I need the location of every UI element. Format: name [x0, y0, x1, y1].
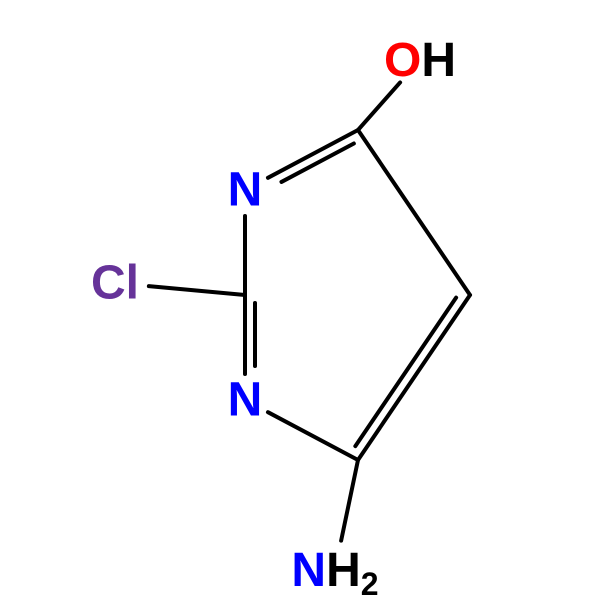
- b-c6-oh: [358, 82, 400, 130]
- atom-nh2: NH2: [291, 544, 378, 600]
- atom-n3: N: [228, 374, 263, 427]
- b-n3-c4: [268, 412, 358, 460]
- atom-cl: Cl: [91, 257, 139, 310]
- atom-labels-group: N N Cl OH NH2: [91, 34, 456, 600]
- atom-oh: OH: [384, 34, 456, 87]
- b-c4-nh2: [341, 460, 358, 541]
- b-c4-c5: [358, 295, 470, 460]
- atom-n1: N: [228, 164, 263, 217]
- b-c6-n1: [268, 130, 358, 178]
- b-c4-c5-inner: [355, 298, 456, 446]
- b-c5-c6: [358, 130, 470, 295]
- bonds-group: [149, 82, 470, 540]
- molecule-diagram: N N Cl OH NH2: [0, 0, 600, 600]
- b-c2-cl: [149, 286, 245, 295]
